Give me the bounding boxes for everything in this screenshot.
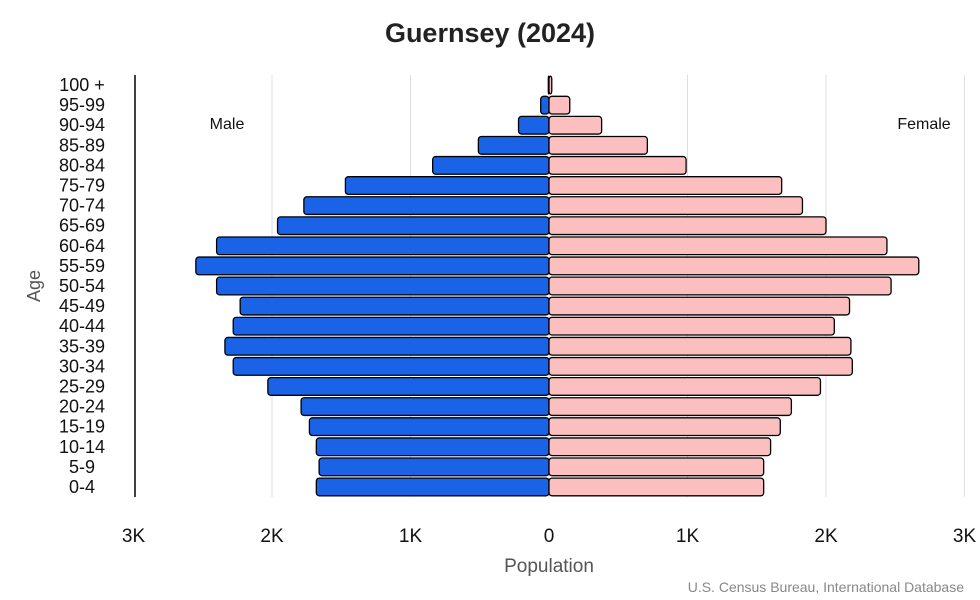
bar-female-45-49 bbox=[548, 296, 851, 316]
bars bbox=[195, 75, 920, 497]
y-tick-label: 35-39 bbox=[59, 336, 105, 356]
bar-male-30-34 bbox=[232, 356, 550, 376]
y-tick-label: 15-19 bbox=[59, 417, 105, 437]
bar-female-55-59 bbox=[548, 256, 920, 276]
x-tick-label: 1K bbox=[399, 526, 423, 547]
bar-male-60-64 bbox=[215, 236, 550, 256]
x-tick-label: 3K bbox=[122, 526, 146, 547]
bar-female-65-69 bbox=[548, 216, 827, 236]
bar-male-95-99 bbox=[540, 95, 550, 115]
bar-female-100 bbox=[548, 75, 553, 95]
bar-female-80-84 bbox=[548, 155, 687, 175]
bar-male-20-24 bbox=[300, 397, 550, 417]
y-tick-label: 90-94 bbox=[59, 115, 105, 135]
y-tick-label: 55-59 bbox=[59, 256, 105, 276]
bar-female-10-14 bbox=[548, 437, 772, 457]
bar-male-0-4 bbox=[315, 477, 550, 497]
x-tick-labels: 3K 2K 1K 0 1K 2K 3K bbox=[122, 526, 977, 547]
source-caption: U.S. Census Bureau, International Databa… bbox=[688, 579, 964, 595]
bar-female-25-29 bbox=[548, 376, 822, 396]
y-tick-label: 20-24 bbox=[59, 397, 105, 417]
bar-female-30-34 bbox=[548, 356, 853, 376]
y-tick-label: 100 + bbox=[59, 75, 105, 95]
bar-female-15-19 bbox=[548, 417, 781, 437]
x-axis-label: Population bbox=[504, 556, 594, 577]
bar-female-50-54 bbox=[548, 276, 892, 296]
y-tick-label: 60-64 bbox=[59, 236, 105, 256]
female-series-label: Female bbox=[897, 116, 950, 133]
y-tick-label: 80-84 bbox=[59, 155, 105, 175]
bar-female-70-74 bbox=[548, 196, 804, 216]
x-tick-label: 0 bbox=[544, 526, 555, 547]
bar-female-85-89 bbox=[548, 135, 648, 155]
y-tick-label: 0-4 bbox=[69, 477, 95, 497]
bar-male-80-84 bbox=[432, 155, 550, 175]
bar-female-40-44 bbox=[548, 316, 835, 336]
bar-male-45-49 bbox=[239, 296, 550, 316]
x-tick-label: 1K bbox=[676, 526, 700, 547]
bar-female-60-64 bbox=[548, 236, 888, 256]
y-tick-label: 50-54 bbox=[59, 276, 105, 296]
bar-female-75-79 bbox=[548, 176, 783, 196]
bar-male-75-79 bbox=[344, 176, 550, 196]
bar-male-65-69 bbox=[276, 216, 550, 236]
bar-female-35-39 bbox=[548, 336, 852, 356]
bar-female-90-94 bbox=[548, 115, 603, 135]
y-tick-label: 25-29 bbox=[59, 376, 105, 396]
bar-female-0-4 bbox=[548, 477, 765, 497]
y-tick-labels: 0-45-910-1415-1920-2425-2930-3435-3940-4… bbox=[59, 75, 105, 497]
bar-female-20-24 bbox=[548, 397, 793, 417]
bar-male-55-59 bbox=[195, 256, 550, 276]
y-tick-label: 85-89 bbox=[59, 135, 105, 155]
bar-male-40-44 bbox=[232, 316, 550, 336]
y-tick-label: 10-14 bbox=[59, 437, 105, 457]
bar-male-25-29 bbox=[267, 376, 550, 396]
bar-male-5-9 bbox=[318, 457, 550, 477]
y-tick-label: 40-44 bbox=[59, 316, 105, 336]
male-series-label: Male bbox=[210, 116, 245, 133]
bar-male-50-54 bbox=[215, 276, 550, 296]
y-tick-label: 75-79 bbox=[59, 176, 105, 196]
x-tick-label: 3K bbox=[953, 526, 977, 547]
y-tick-label: 95-99 bbox=[59, 95, 105, 115]
bar-female-95-99 bbox=[548, 95, 571, 115]
y-tick-label: 65-69 bbox=[59, 216, 105, 236]
y-axis-label: Age bbox=[24, 270, 44, 302]
chart-title: Guernsey (2024) bbox=[385, 18, 595, 48]
y-tick-label: 30-34 bbox=[59, 356, 105, 376]
bar-male-10-14 bbox=[315, 437, 550, 457]
bar-female-5-9 bbox=[548, 457, 765, 477]
y-tick-label: 70-74 bbox=[59, 196, 105, 216]
x-tick-label: 2K bbox=[814, 526, 838, 547]
bar-male-90-94 bbox=[517, 115, 550, 135]
y-tick-label: 5-9 bbox=[69, 457, 95, 477]
x-tick-label: 2K bbox=[260, 526, 284, 547]
bar-male-70-74 bbox=[303, 196, 550, 216]
bar-male-85-89 bbox=[477, 135, 550, 155]
y-tick-label: 45-49 bbox=[59, 296, 105, 316]
bar-male-35-39 bbox=[224, 336, 550, 356]
bar-male-15-19 bbox=[308, 417, 550, 437]
